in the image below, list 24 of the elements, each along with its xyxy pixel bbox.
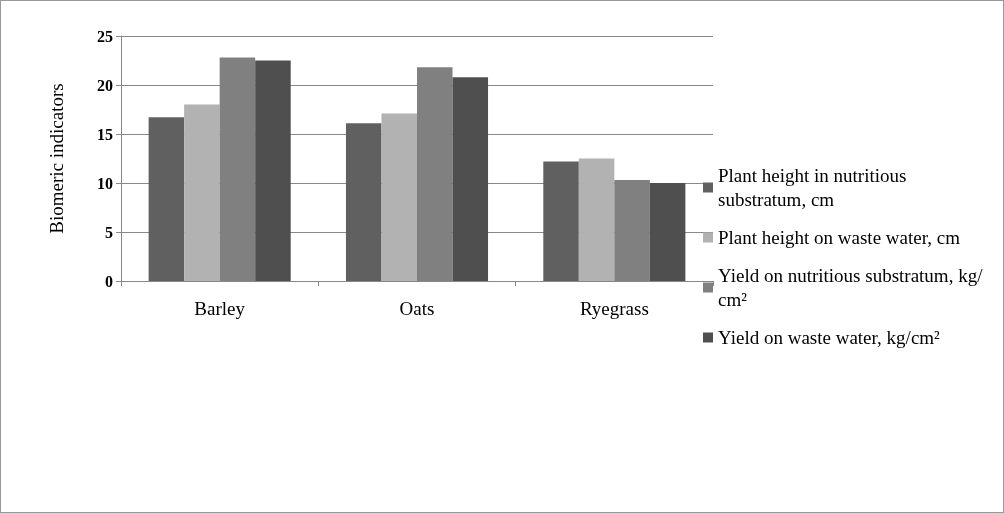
legend-label: Plant height on waste water, cm: [718, 227, 961, 248]
y-tick-label: 0: [105, 272, 113, 290]
bar: [649, 183, 686, 281]
legend-label: Yield on waste water, kg/cm²: [718, 327, 941, 348]
bar: [614, 180, 650, 281]
bar: [452, 77, 489, 281]
bar: [148, 117, 185, 281]
bar: [578, 158, 615, 281]
y-axis-title: Biomeric indicators: [46, 83, 67, 234]
x-tick-label: Ryegrass: [579, 298, 649, 319]
legend-label: Plant height in nutritious substratum, cm: [718, 165, 912, 210]
y-tick-label: 25: [97, 27, 113, 45]
bar: [184, 104, 220, 281]
legend-label: Yield on nutritious substratum, kg/cm²: [718, 265, 984, 310]
bar: [255, 60, 291, 281]
x-tick-label: Oats: [399, 298, 435, 319]
bar: [543, 161, 579, 281]
bar: [345, 123, 382, 281]
y-tick-label: 20: [97, 76, 113, 94]
y-tick-label: 10: [97, 174, 113, 192]
y-tick-label: 15: [97, 125, 113, 143]
bar: [381, 113, 417, 281]
y-tick-label: 5: [105, 223, 113, 241]
x-tick-label: Barley: [194, 298, 246, 319]
